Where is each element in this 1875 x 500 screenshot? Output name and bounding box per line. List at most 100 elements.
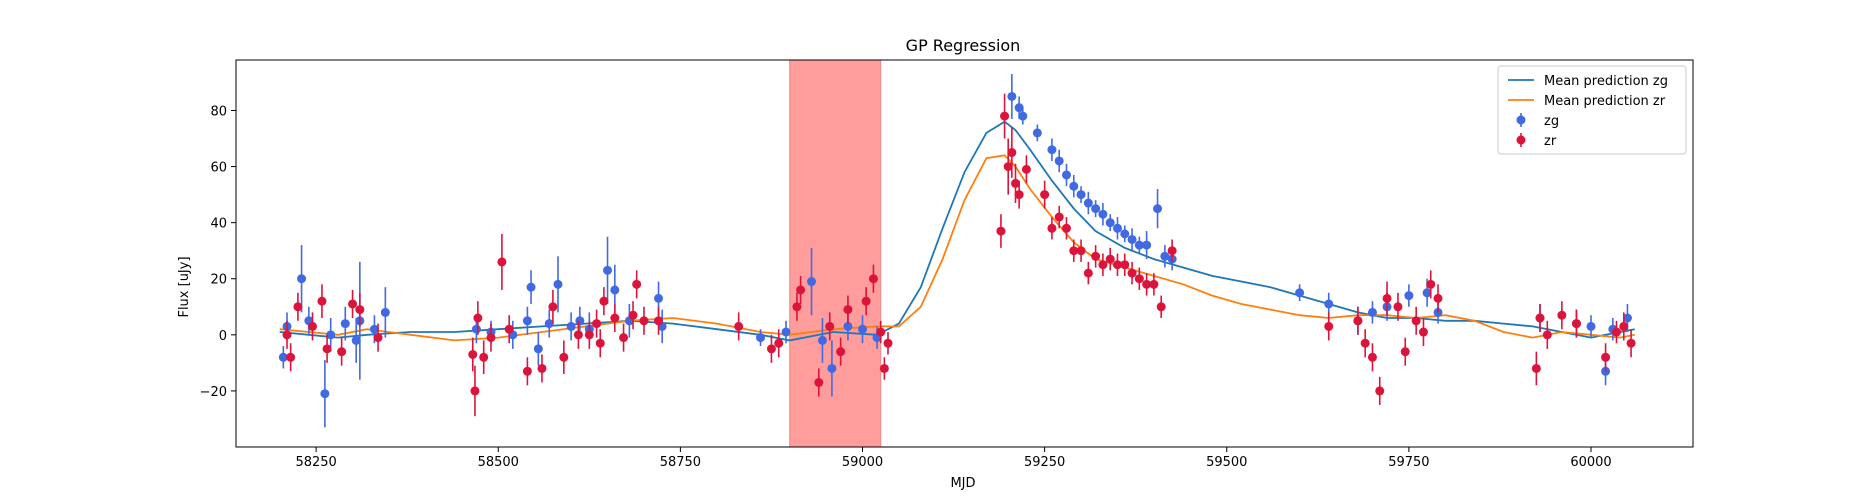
data-point (1426, 279, 1436, 289)
data-point (1400, 347, 1410, 357)
data-point (1083, 268, 1093, 278)
data-point (317, 296, 327, 306)
data-point (1535, 313, 1545, 323)
data-point (307, 321, 317, 331)
data-point (497, 257, 507, 267)
data-point (1120, 229, 1130, 239)
data-point (1404, 291, 1414, 301)
data-point (1324, 299, 1334, 309)
data-point (1007, 148, 1017, 158)
data-point (1422, 288, 1432, 298)
data-point (1367, 352, 1377, 362)
y-tick-label: 0 (219, 329, 227, 344)
data-point (796, 285, 806, 295)
data-point (544, 319, 554, 329)
data-point (1433, 293, 1443, 303)
data-point (479, 352, 489, 362)
data-point (876, 327, 886, 337)
x-tick-label: 59500 (1206, 455, 1247, 470)
data-point (584, 330, 594, 340)
data-point (575, 316, 585, 326)
data-point (1127, 268, 1137, 278)
data-point (351, 335, 361, 345)
data-point (1047, 223, 1057, 233)
data-point (1156, 302, 1166, 312)
y-tick-label: 80 (210, 104, 227, 119)
y-tick-label: 20 (210, 273, 227, 288)
data-point (632, 279, 642, 289)
data-point (843, 305, 853, 315)
y-axis-label: Flux [uJy] (177, 256, 192, 317)
legend-label: zr (1544, 134, 1557, 149)
data-point (1134, 274, 1144, 284)
data-point (1007, 91, 1017, 101)
data-point (1018, 111, 1028, 121)
series-zr (282, 93, 1636, 417)
data-point (825, 321, 835, 331)
data-point (473, 313, 483, 323)
data-point (348, 299, 358, 309)
prediction-line-0 (279, 120, 1635, 342)
data-point (526, 282, 536, 292)
legend: Mean prediction zg Mean prediction zr zg zr (1497, 65, 1687, 155)
data-point (326, 330, 336, 340)
data-point (766, 344, 776, 354)
data-point (1411, 316, 1421, 326)
data-point (1091, 251, 1101, 261)
data-point (1112, 260, 1122, 270)
data-point (1542, 330, 1552, 340)
data-point (1622, 313, 1632, 323)
data-point (1149, 279, 1159, 289)
data-point (792, 302, 802, 312)
legend-box (1497, 65, 1687, 155)
data-point (868, 274, 878, 284)
data-point (603, 265, 613, 275)
plot-area: 58250 58500 58750 59000 59250 59500 59750 60000… (200, 59, 1694, 470)
data-point (639, 316, 649, 326)
data-point (380, 307, 390, 317)
data-point (1098, 260, 1108, 270)
data-point (1076, 190, 1086, 200)
data-point (1061, 170, 1071, 180)
data-point (858, 324, 868, 334)
legend-label: Mean prediction zg (1544, 74, 1668, 89)
data-point (1367, 307, 1377, 317)
data-point (1014, 103, 1024, 113)
data-point (486, 333, 496, 343)
shaded-region (789, 59, 882, 448)
data-point (297, 274, 307, 284)
data-point (1375, 386, 1385, 396)
data-point (836, 347, 846, 357)
data-point (781, 327, 791, 337)
data-point (1324, 321, 1334, 331)
data-point (843, 321, 853, 331)
x-tick-label: 58750 (660, 455, 701, 470)
data-point (322, 344, 332, 354)
x-tick-label: 58250 (295, 455, 336, 470)
data-point (1557, 310, 1567, 320)
data-point (1061, 223, 1071, 233)
axes-frame (235, 59, 1694, 448)
data-point (592, 319, 602, 329)
data-point (807, 277, 817, 287)
legend-label: Mean prediction zr (1544, 94, 1666, 109)
x-tick-label: 59250 (1024, 455, 1065, 470)
data-point (599, 296, 609, 306)
data-point (1134, 240, 1144, 250)
data-point (320, 389, 330, 399)
data-point (337, 347, 347, 357)
y-tick-label: −20 (200, 385, 227, 400)
data-point (774, 338, 784, 348)
data-point (1586, 321, 1596, 331)
data-point (1393, 302, 1403, 312)
data-point (1032, 128, 1042, 138)
data-point (1418, 327, 1428, 337)
data-point (1000, 111, 1010, 121)
data-point (1003, 162, 1013, 172)
data-point (369, 324, 379, 334)
data-point (654, 293, 664, 303)
data-point (654, 316, 664, 326)
data-point (1083, 198, 1093, 208)
data-point (1069, 181, 1079, 191)
